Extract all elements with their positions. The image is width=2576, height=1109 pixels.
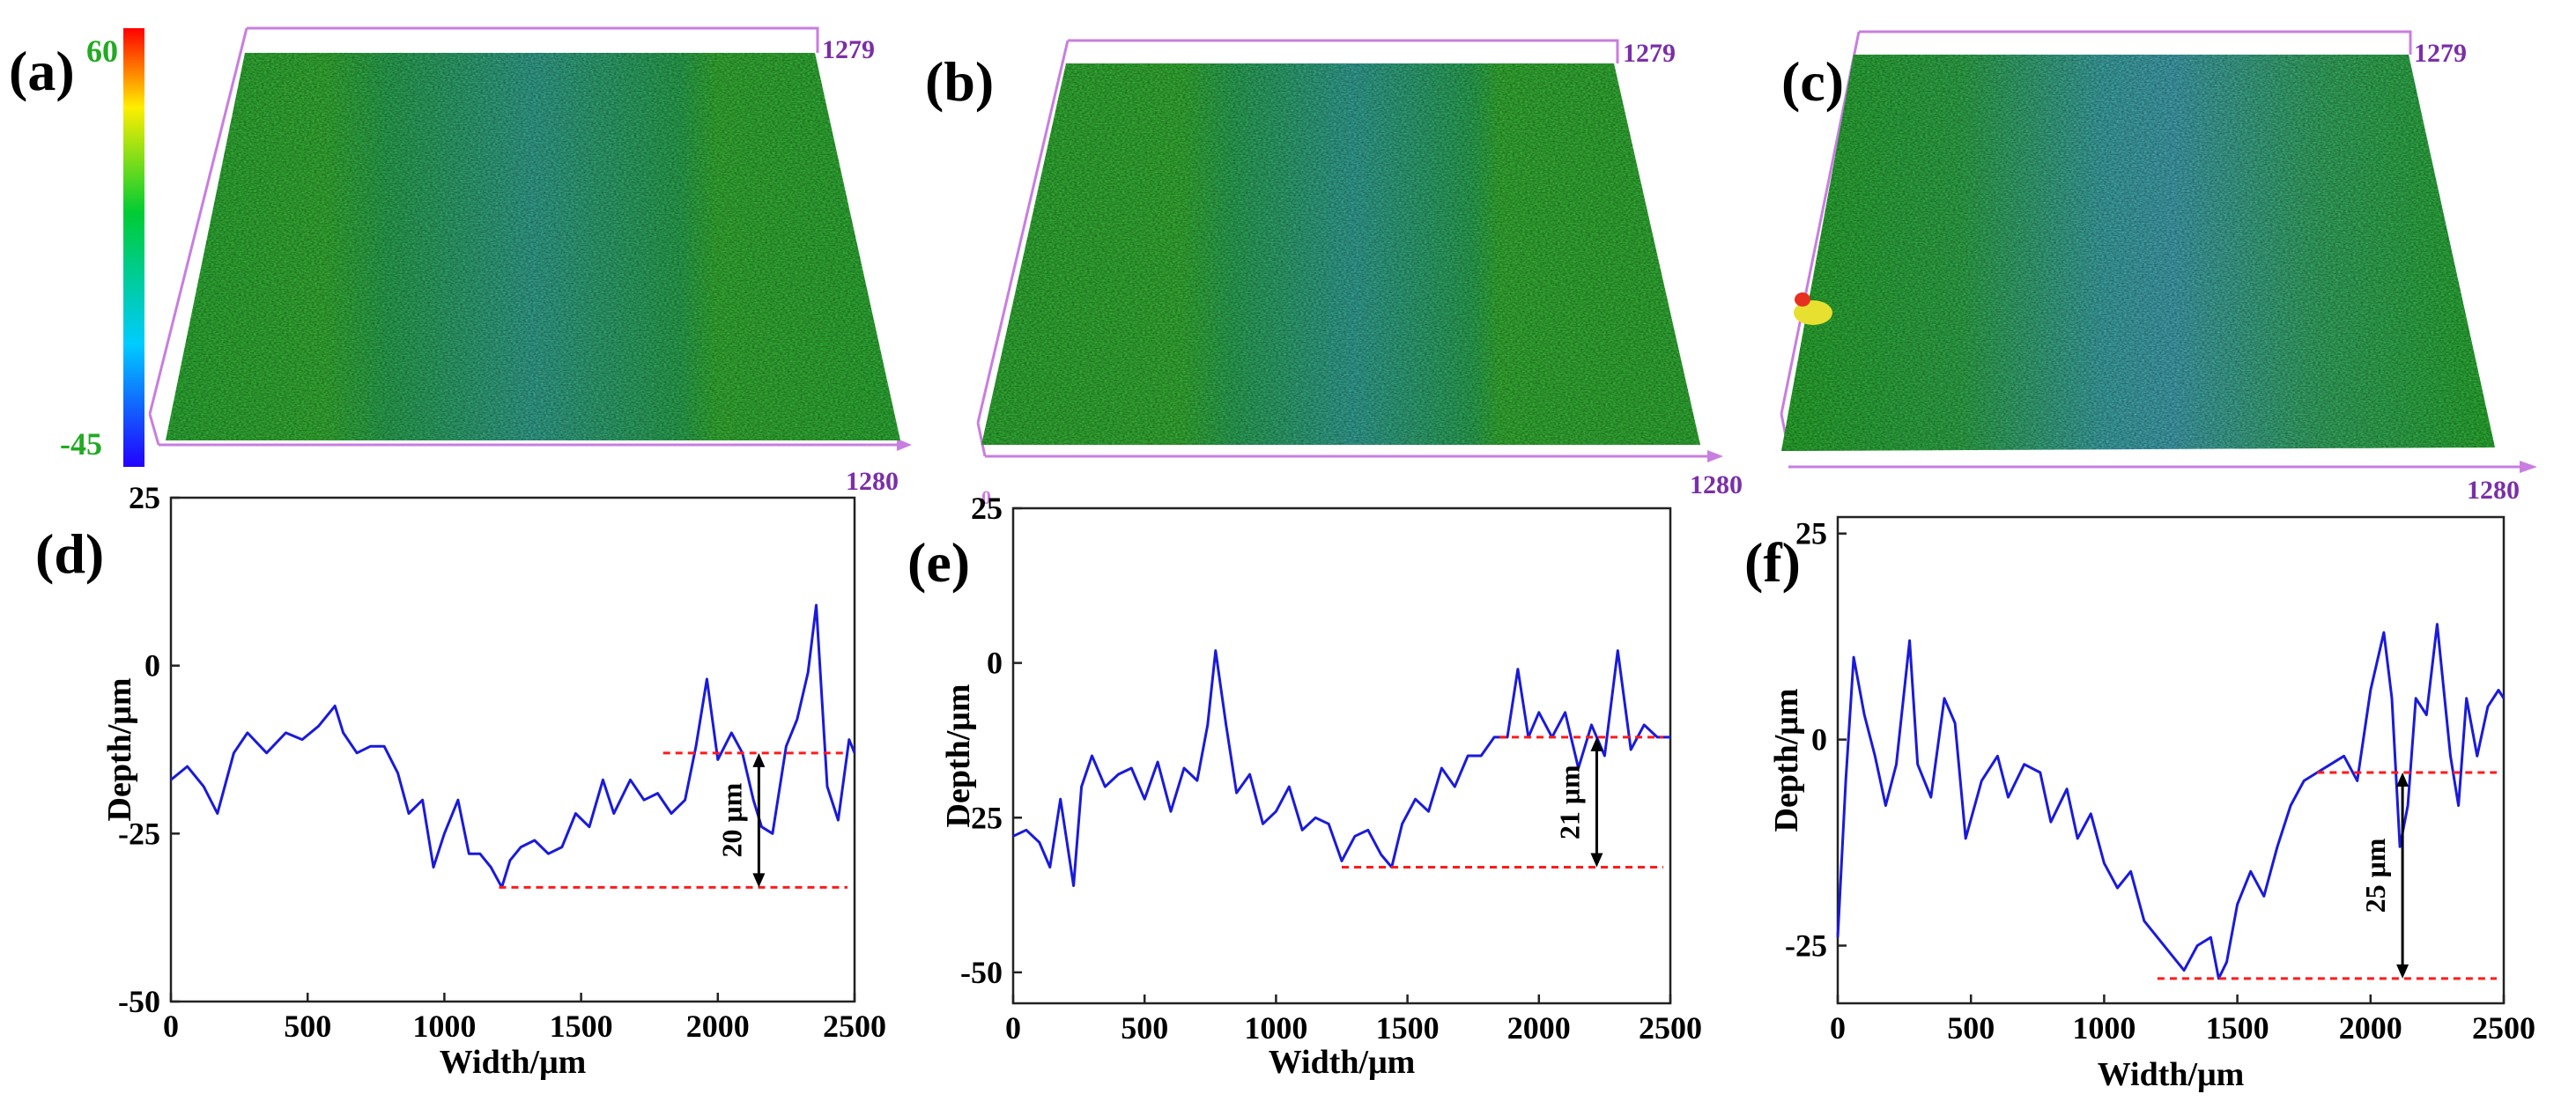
- y-tick-label: -25: [1785, 928, 1827, 964]
- panel-label-b: (b): [925, 50, 994, 113]
- arrow-head-top: [752, 752, 766, 767]
- surface-texture: [166, 53, 900, 440]
- x-tick-label: 0: [1005, 1010, 1021, 1046]
- panel-label-a: (a): [9, 40, 75, 102]
- axis-arrow: [2520, 461, 2537, 473]
- x-tick-label: 2000: [1507, 1010, 1571, 1046]
- series-line: [1012, 649, 1670, 887]
- colorbar: 60 -45: [60, 28, 144, 467]
- bbox-left-tick: [148, 413, 160, 446]
- y-tick-label: 25: [129, 480, 160, 515]
- x-tick-label: 2000: [686, 1009, 750, 1044]
- x-axis-title: Width/μm: [2098, 1056, 2245, 1093]
- dim-label-right: 1279: [1623, 39, 1676, 68]
- depth-annotation-label: 20 μm: [715, 782, 747, 857]
- y-tick-label: -25: [960, 800, 1003, 835]
- x-tick-label: 0: [1830, 1010, 1846, 1046]
- colorbar-max-label: 60: [86, 33, 118, 69]
- arrow-head-bottom: [1590, 853, 1603, 868]
- arrow-head-top: [1590, 736, 1603, 751]
- surface-panel-c: (c) 1279 1280: [1780, 30, 2537, 505]
- y-tick-label: -25: [118, 816, 160, 851]
- chart-marks: 0 500 1000 1500 2000 2500 -25 0 25 25 μm: [1785, 516, 2535, 1046]
- panel-label-e: (e): [907, 531, 970, 594]
- plot-frame: [1836, 515, 2506, 1005]
- x-tick-label: 1500: [2206, 1010, 2269, 1046]
- y-axis-title: Depth/μm: [1768, 689, 1805, 832]
- y-tick-label: 0: [1811, 722, 1827, 758]
- plot-frame: [1011, 506, 1672, 1005]
- axis-arrow: [1707, 450, 1723, 462]
- dim-label-bottom: 1280: [2467, 476, 2520, 505]
- y-tick-label: -50: [960, 955, 1003, 990]
- bbox-left-edge: [1780, 31, 1861, 415]
- dim-label-right: 1279: [822, 35, 875, 64]
- chart-marks: 0 500 1000 1500 2000 2500 -50 -25 0 25 20 μm: [118, 480, 886, 1044]
- colorbar-gradient: [123, 28, 144, 467]
- profile-chart-d: (d) Width/μm Depth/μm 0 500 1000 1500 2000 25…: [35, 480, 886, 1081]
- x-tick-label: 0: [163, 1009, 179, 1044]
- bbox-top-edge: [1859, 30, 2412, 55]
- x-tick-label: 1000: [1244, 1010, 1307, 1046]
- bbox-top-edge: [1068, 39, 1619, 63]
- axis-arrow: [897, 439, 912, 451]
- colorbar-min-label: -45: [60, 426, 102, 462]
- x-tick-label: 500: [1121, 1010, 1168, 1046]
- panel-label-f: (f): [1744, 531, 1801, 594]
- x-tick-label: 1500: [550, 1009, 613, 1044]
- y-tick-label: 0: [987, 646, 1003, 681]
- bbox-left-edge: [976, 40, 1070, 424]
- depth-annotation-label: 21 μm: [1553, 765, 1585, 839]
- plot-frame: [169, 496, 856, 1003]
- y-axis-title: Depth/μm: [940, 684, 977, 828]
- panel-label-d: (d): [35, 522, 104, 585]
- profile-chart-f: (f) Width/μm Depth/μm 0 500 1000 1500 2000 25…: [1744, 516, 2535, 1093]
- x-tick-label: 1000: [412, 1009, 476, 1044]
- x-tick-label: 2500: [2472, 1010, 2535, 1046]
- profile-chart-e: (e) Width/μm Depth/μm 0 500 1000 1500 2000 25…: [907, 491, 1702, 1081]
- dim-label-bottom: 1280: [1690, 470, 1743, 499]
- spatter-peak: [1795, 292, 1810, 307]
- dim-label-right: 1279: [2414, 39, 2467, 68]
- series-line: [170, 603, 856, 889]
- x-tick-label: 1000: [2072, 1010, 2136, 1046]
- x-tick-label: 2000: [2339, 1010, 2402, 1046]
- surface-panel-a: (a) 60 -45 1279 1280: [9, 26, 912, 496]
- y-tick-label: 0: [144, 648, 160, 684]
- y-tick-label: 25: [971, 491, 1003, 526]
- dim-label-bottom: 1280: [846, 467, 899, 496]
- arrow-head-bottom: [752, 873, 766, 888]
- depth-annotation-label: 25 μm: [2359, 838, 2391, 913]
- surface-texture: [1781, 55, 2495, 451]
- x-tick-label: 2500: [823, 1009, 886, 1044]
- surface-panel-b: (b) 1279 1280 0: [925, 39, 1743, 508]
- arrow-head-bottom: [2396, 964, 2409, 979]
- arrow-head-top: [2396, 773, 2409, 787]
- bbox-top-edge: [247, 26, 819, 53]
- x-axis-title: Width/μm: [1269, 1044, 1416, 1081]
- y-tick-label: -50: [118, 984, 160, 1019]
- surface-texture: [981, 63, 1700, 445]
- chart-marks: 0 500 1000 1500 2000 2500 -50 -25 0 25 21 μm: [960, 491, 1702, 1046]
- x-axis-title: Width/μm: [440, 1044, 587, 1081]
- y-axis-title: Depth/μm: [101, 678, 138, 822]
- panel-label-c: (c): [1781, 50, 1844, 113]
- x-tick-label: 2500: [1639, 1010, 1702, 1046]
- y-tick-label: 25: [1795, 516, 1827, 551]
- series-line: [1836, 623, 2506, 980]
- x-tick-label: 500: [1947, 1010, 1995, 1046]
- x-tick-label: 1500: [1376, 1010, 1440, 1046]
- bbox-left-edge: [148, 27, 248, 415]
- dim-label-origin: 0: [981, 486, 991, 508]
- spatter-highlight: [1794, 300, 1832, 325]
- bbox-left-tick: [976, 422, 987, 457]
- x-tick-label: 500: [284, 1009, 331, 1044]
